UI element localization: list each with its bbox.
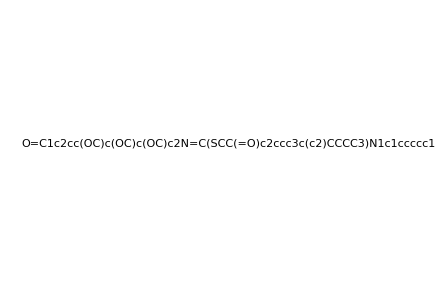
Text: O=C1c2cc(OC)c(OC)c(OC)c2N=C(SCC(=O)c2ccc3c(c2)CCCC3)N1c1ccccc1: O=C1c2cc(OC)c(OC)c(OC)c2N=C(SCC(=O)c2ccc… (21, 138, 436, 149)
